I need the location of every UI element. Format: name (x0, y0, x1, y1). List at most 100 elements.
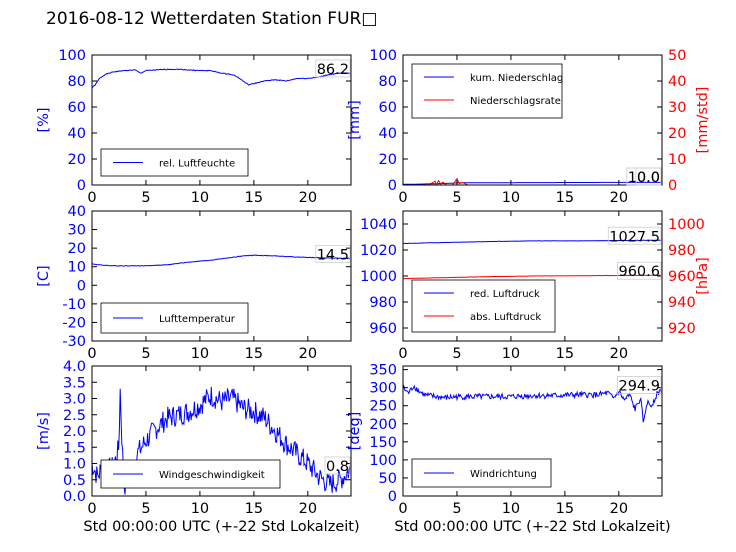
winddir-ytick-label: 200 (369, 417, 397, 433)
windspeed-xlabel: Std 00:00:00 UTC (+-22 Std Lokalzeit) (83, 519, 359, 535)
temperature-last-value-box (315, 244, 351, 263)
pressure-last-value: 1027.5 (609, 229, 660, 245)
windspeed-ytick-label: 2.0 (63, 424, 86, 440)
precip-xtick-label: 0 (398, 190, 407, 206)
pressure-xtick-label: 0 (398, 346, 407, 362)
winddir-xtick-label: 5 (452, 501, 461, 517)
pressure-ytick-label: 1040 (360, 217, 397, 233)
humidity-xtick-label: 5 (141, 190, 150, 206)
temperature-ytick-label: 0 (77, 278, 86, 294)
temperature-legend-label-0: Lufttemperatur (159, 314, 236, 325)
pressure-xtick-label: 15 (556, 346, 574, 362)
humidity-ytick-label: 100 (58, 48, 86, 64)
precip-ytick2-label: 40 (668, 74, 686, 90)
windspeed-ytick-label: 1.0 (63, 457, 86, 473)
temperature-xtick-label: 5 (141, 346, 150, 362)
humidity-ytick-label: 20 (68, 152, 86, 168)
humidity-ytick-label: 0 (77, 178, 86, 194)
temperature-xtick-label: 0 (87, 346, 96, 362)
windspeed-xtick-label: 5 (141, 501, 150, 517)
temperature-ytick-label: 40 (68, 204, 86, 220)
precip-xtick-label: 5 (452, 190, 461, 206)
humidity-xtick-label: 10 (191, 190, 209, 206)
pressure-legend-label-1: abs. Luftdruck (470, 312, 541, 323)
pressure-series-1-line (402, 274, 661, 280)
humidity-xtick-label: 15 (245, 190, 263, 206)
winddir-legend-box (411, 458, 552, 488)
humidity-ytick-label: 60 (68, 100, 86, 116)
windspeed-xtick-label: 0 (87, 501, 96, 517)
winddir-xtick-label: 15 (556, 501, 574, 517)
precip-legend-label-0: kum. Niederschlag (470, 73, 563, 84)
winddir-ytick-label: 250 (369, 399, 397, 415)
temperature-last-value: 14.5 (317, 247, 349, 263)
winddir-xlabel: Std 00:00:00 UTC (+-22 Std Lokalzeit) (394, 519, 670, 535)
temperature-ytick-label: -10 (62, 297, 86, 313)
pressure-series-0-line (402, 239, 661, 245)
pressure-legend-box (411, 279, 556, 333)
humidity-legend-label-0: rel. Luftfeuchte (159, 159, 235, 170)
temperature-ylabel: [C] (36, 265, 52, 286)
winddir-ytick-label: 150 (369, 435, 397, 451)
pressure-ytick2-label: 1000 (668, 217, 705, 233)
humidity-xtick-label: 20 (299, 190, 317, 206)
precip-xtick-label: 20 (610, 190, 628, 206)
humidity-last-value-box (315, 59, 351, 78)
humidity-series-0-line (91, 68, 350, 88)
humidity-axes-frame (91, 54, 352, 186)
precip-ylabel2: [mm/std] (695, 87, 711, 154)
pressure-ytick2-label: 960 (668, 269, 696, 285)
precip-ytick-label: 40 (379, 126, 397, 142)
winddir-xtick-label: 20 (610, 501, 628, 517)
winddir-ytick-label: 100 (369, 453, 397, 469)
windspeed-ytick-label: 1.5 (63, 440, 86, 456)
winddir-ytick-label: 0 (388, 489, 397, 505)
pressure-ytick2-label: 920 (668, 321, 696, 337)
precip-ytick-label: 100 (369, 48, 397, 64)
temperature-xtick-label: 15 (245, 346, 263, 362)
winddir-legend-label-0: Windrichtung (470, 469, 537, 480)
temperature-ytick-label: -20 (62, 315, 86, 331)
pressure-ytick2-label: 980 (668, 243, 696, 259)
windspeed-ytick-label: 3.0 (63, 392, 86, 408)
pressure-ytick-label: 960 (369, 321, 397, 337)
pressure-ytick-label: 1020 (360, 243, 397, 259)
temperature-ytick-label: -30 (62, 334, 86, 350)
windspeed-ytick-label: 0.5 (63, 473, 86, 489)
precip-series-0-line (403, 181, 661, 185)
temperature-axes-frame (91, 210, 352, 342)
pressure-last-value-box (607, 226, 662, 245)
precip-xtick-label: 15 (556, 190, 574, 206)
humidity-last-value: 86.2 (317, 62, 349, 78)
humidity-ylabel: [%] (36, 107, 52, 132)
precip-legend-box (411, 63, 563, 119)
temperature-xtick-label: 10 (191, 346, 209, 362)
precip-ytick-label: 0 (388, 178, 397, 194)
winddir-axes-frame (402, 365, 663, 497)
precip-ytick2-label: 20 (668, 126, 686, 142)
humidity-xtick-label: 0 (87, 190, 96, 206)
precip-last-value2: 0.0 (637, 170, 660, 186)
pressure-xtick-label: 20 (610, 346, 628, 362)
windspeed-last-value-box (324, 456, 351, 475)
windspeed-legend-label-0: Windgeschwindigkeit (159, 470, 265, 481)
winddir-last-value: 294.9 (618, 379, 660, 395)
precip-ytick-label: 60 (379, 100, 397, 116)
precip-legend-label-1: Niederschlagsrate (470, 96, 561, 107)
precip-ytick-label: 80 (379, 74, 397, 90)
temperature-ytick-label: 30 (68, 223, 86, 239)
winddir-last-value-box (617, 376, 662, 394)
winddir-xtick-label: 10 (502, 501, 520, 517)
windspeed-xtick-label: 15 (245, 501, 263, 517)
windspeed-ytick-label: 4.0 (63, 359, 86, 375)
windspeed-xtick-label: 20 (299, 501, 317, 517)
precip-ytick2-label: 30 (668, 100, 686, 116)
pressure-xtick-label: 10 (502, 346, 520, 362)
windspeed-ytick-label: 3.5 (63, 375, 86, 391)
precip-axes-frame (402, 54, 663, 186)
winddir-xtick-label: 0 (398, 501, 407, 517)
winddir-ytick-label: 50 (379, 471, 397, 487)
windspeed-xtick-label: 10 (191, 501, 209, 517)
precip-xtick-label: 10 (502, 190, 520, 206)
windspeed-last-value: 0.8 (326, 459, 349, 475)
